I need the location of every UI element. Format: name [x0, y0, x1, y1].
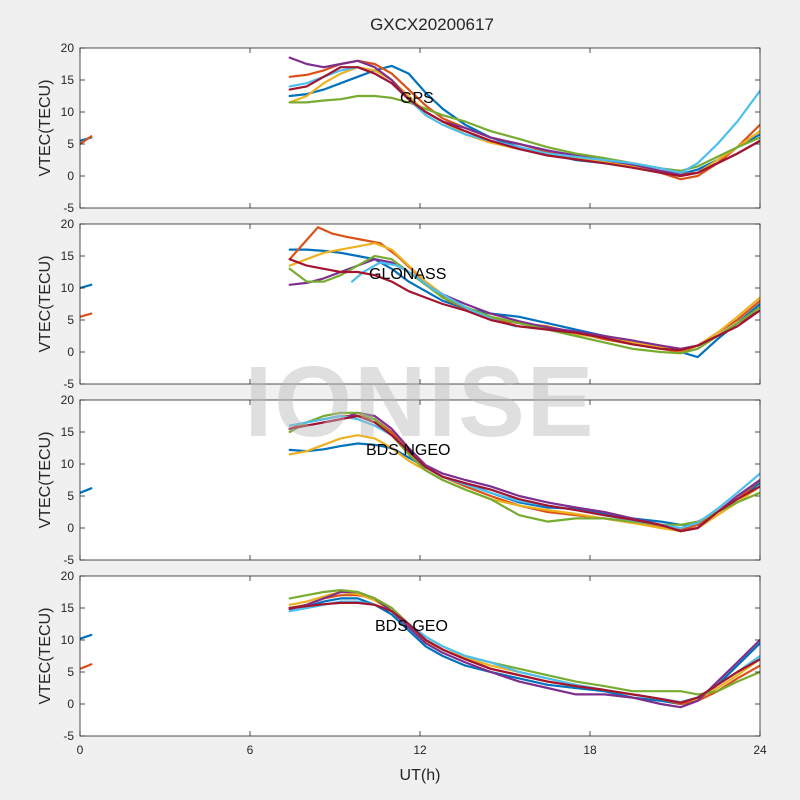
x-tick-label: 18 [583, 743, 597, 757]
series-line [80, 312, 93, 318]
x-tick-label: 6 [247, 743, 254, 757]
y-tick-label: 10 [61, 457, 75, 471]
y-axis-label: VTEC(TECU) [37, 256, 54, 353]
series-line [288, 411, 760, 526]
y-tick-label: 5 [67, 665, 74, 679]
x-tick-label: 0 [77, 743, 84, 757]
series-line [350, 261, 518, 328]
x-axis-label: UT(h) [400, 767, 441, 784]
y-tick-label: 10 [61, 105, 75, 119]
panel-2: 20 15 10 5 0 -5 VTEC(TECU) GLONASS [37, 217, 761, 391]
y-tick-label: 0 [67, 697, 74, 711]
y-tick-label: 0 [67, 345, 74, 359]
y-tick-label: 15 [61, 249, 75, 263]
y-tick-label: 5 [67, 313, 74, 327]
panel-3: 20 15 10 5 0 -5 VTEC(TECU) BDS NGEO [37, 393, 761, 567]
y-tick-label: 5 [67, 137, 74, 151]
y-tick-label: 15 [61, 425, 75, 439]
y-axis-label: VTEC(TECU) [37, 608, 54, 705]
axes-background [80, 576, 760, 736]
series-group [80, 226, 760, 359]
y-tick-label: 20 [61, 393, 75, 407]
constellation-label: BDS GEO [375, 618, 448, 635]
y-tick-label: 10 [61, 281, 75, 295]
series-line [80, 663, 93, 670]
x-tick-label: 24 [753, 743, 767, 757]
series-line [288, 601, 760, 704]
y-tick-label: -5 [63, 201, 74, 215]
y-tick-label: 20 [61, 217, 75, 231]
y-tick-label: 20 [61, 569, 75, 583]
series-group [80, 588, 760, 709]
figure-title: GXCX20200617 [370, 15, 494, 34]
axes-background [80, 48, 760, 208]
y-tick-label: -5 [63, 377, 74, 391]
series-line [80, 633, 93, 640]
series-line [80, 487, 93, 494]
y-tick-label: 20 [61, 41, 75, 55]
x-tick-label: 12 [413, 743, 427, 757]
y-tick-label: 5 [67, 489, 74, 503]
y-tick-label: 0 [67, 521, 74, 535]
series-line [288, 66, 760, 178]
axes-background [80, 224, 760, 384]
y-tick-label: 0 [67, 169, 74, 183]
y-tick-label: 15 [61, 73, 75, 87]
series-line [288, 258, 760, 352]
y-axis-label: VTEC(TECU) [37, 432, 54, 529]
y-tick-label: -5 [63, 553, 74, 567]
series-line [80, 135, 93, 146]
y-axis-label: VTEC(TECU) [37, 80, 54, 177]
constellation-label: BDS NGEO [366, 442, 450, 459]
constellation-label: GLONASS [369, 266, 446, 283]
series-group [80, 411, 760, 533]
y-tick-label: 10 [61, 633, 75, 647]
axes-background [80, 400, 760, 560]
y-tick-label: -5 [63, 729, 74, 743]
panel-1: 20 15 10 5 0 -5 VTEC(TECU) GPS [37, 41, 761, 215]
series-group [80, 56, 760, 181]
series-line [288, 254, 760, 355]
constellation-label: GPS [400, 90, 434, 107]
y-tick-label: 15 [61, 601, 75, 615]
series-line [288, 414, 760, 533]
series-line [80, 283, 93, 290]
